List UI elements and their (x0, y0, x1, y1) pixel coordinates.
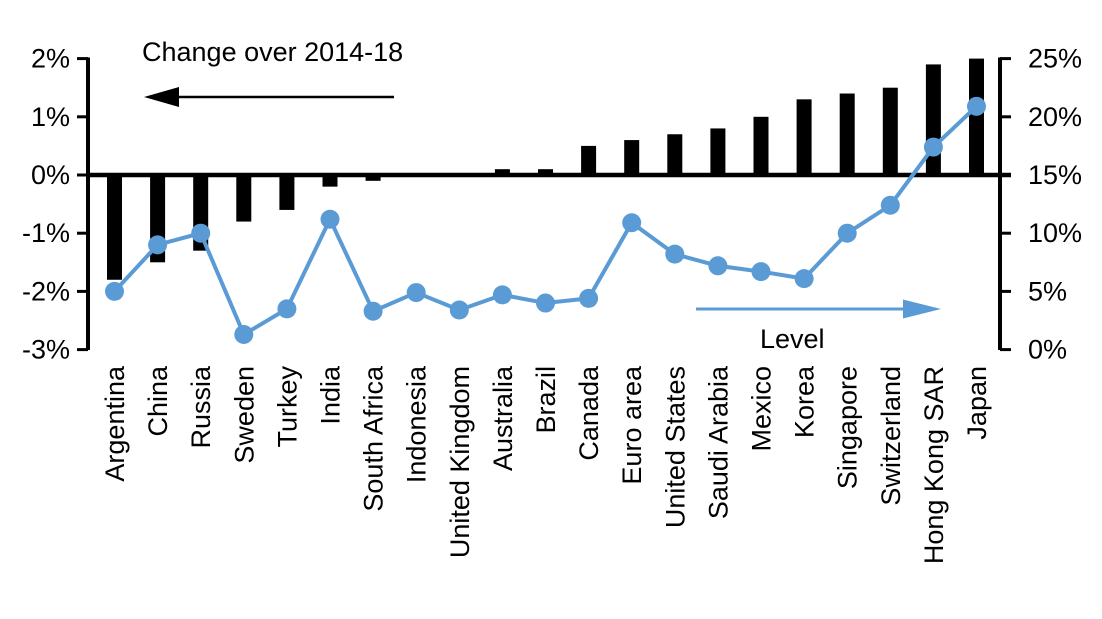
category-label-turkey: Turkey (272, 366, 302, 448)
bar-brazil (538, 169, 553, 175)
change-arrow-head-icon (144, 87, 179, 107)
level-marker-singapore (837, 223, 857, 243)
bar-canada (581, 145, 597, 175)
left-axis-tick-label: 0% (31, 160, 70, 190)
category-label-united-kingdom: United Kingdom (445, 366, 475, 558)
category-label-australia: Australia (488, 365, 518, 471)
bar-south-africa (365, 175, 381, 181)
bar-australia (494, 169, 510, 175)
category-label-china: China (143, 365, 173, 437)
bar-hong-kong-sar (925, 64, 941, 175)
right-axis-tick-label: 10% (1028, 218, 1082, 248)
category-label-switzerland: Switzerland (876, 366, 906, 506)
right-axis-tick-label: 15% (1028, 160, 1082, 190)
category-label-singapore: Singapore (833, 366, 863, 489)
level-marker-turkey (277, 299, 297, 319)
category-label-india: India (316, 365, 346, 425)
level-marker-australia (492, 285, 512, 305)
bar-sweden (236, 175, 252, 222)
category-label-south-africa: South Africa (359, 365, 389, 512)
level-marker-china (148, 235, 168, 255)
level-marker-mexico (751, 262, 771, 282)
left-axis-tick-label: -2% (22, 276, 70, 306)
left-axis-tick-label: 2% (31, 44, 70, 74)
level-marker-india (320, 209, 340, 229)
level-arrow-head-icon (903, 299, 941, 319)
level-series-annotation: Level (760, 324, 825, 354)
category-label-canada: Canada (574, 365, 604, 461)
right-axis-tick-label: 5% (1028, 276, 1067, 306)
bar-turkey (279, 175, 295, 210)
left-axis-tick-label: -1% (22, 218, 70, 248)
left-axis-tick-label: 1% (31, 102, 70, 132)
bar-singapore (839, 93, 855, 175)
level-marker-hong-kong-sar (923, 137, 943, 157)
bar-argentina (107, 175, 122, 280)
level-marker-saudi-arabia (708, 256, 728, 276)
bar-euro-area (624, 140, 640, 175)
level-marker-united-states (665, 244, 685, 264)
category-label-hong-kong-sar: Hong Kong SAR (919, 366, 949, 564)
level-marker-japan (967, 96, 986, 116)
category-label-korea: Korea (790, 365, 820, 438)
bar-india (322, 175, 338, 187)
right-axis-tick-label: 20% (1028, 102, 1082, 132)
level-marker-korea (794, 269, 814, 289)
level-marker-brazil (536, 293, 555, 313)
right-axis-tick-label: 0% (1028, 335, 1067, 365)
category-label-euro-area: Euro area (617, 365, 647, 485)
level-marker-united-kingdom (449, 300, 469, 320)
left-axis-tick-label: -3% (22, 335, 70, 365)
category-label-japan: Japan (962, 366, 992, 440)
category-label-argentina: Argentina (100, 365, 130, 482)
bar-mexico (753, 116, 769, 175)
category-label-united-states: United States (660, 366, 690, 528)
bar-japan (969, 58, 984, 175)
category-label-sweden: Sweden (229, 366, 259, 464)
bar-korea (796, 99, 812, 175)
category-label-saudi-arabia: Saudi Arabia (703, 365, 733, 519)
level-marker-south-africa (363, 301, 383, 321)
level-marker-indonesia (406, 283, 426, 303)
level-marker-canada (579, 288, 599, 308)
right-axis-tick-label: 25% (1028, 44, 1082, 74)
level-marker-argentina (105, 281, 124, 301)
category-label-russia: Russia (186, 365, 216, 449)
category-label-indonesia: Indonesia (402, 365, 432, 483)
category-label-brazil: Brazil (531, 366, 561, 434)
bar-saudi-arabia (710, 128, 726, 175)
change-series-annotation: Change over 2014-18 (142, 37, 404, 67)
level-marker-russia (191, 223, 211, 243)
bar-switzerland (882, 87, 898, 175)
level-marker-sweden (234, 324, 254, 344)
level-marker-switzerland (880, 195, 900, 215)
bar-united-states (667, 134, 683, 175)
category-label-mexico: Mexico (747, 366, 777, 452)
level-marker-euro-area (622, 213, 642, 233)
